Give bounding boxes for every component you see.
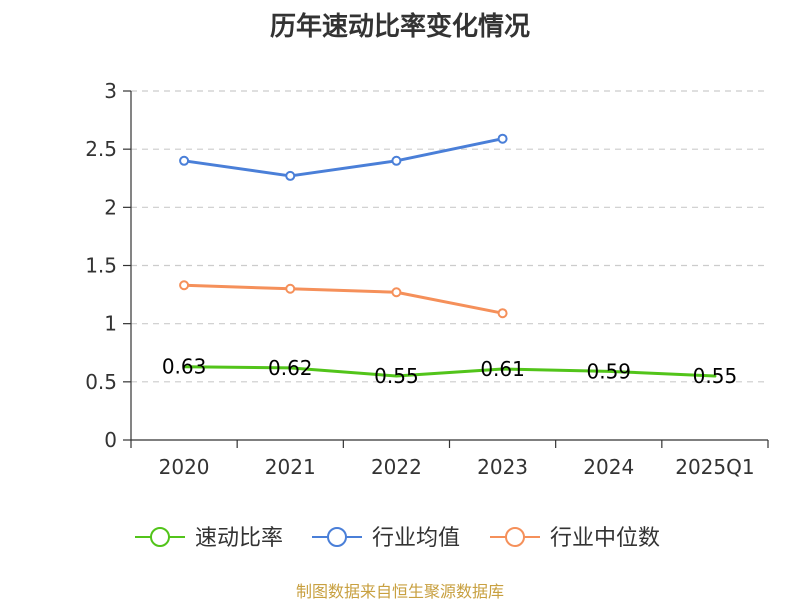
y-tick-label: 3 <box>104 79 117 103</box>
series-line <box>182 365 717 378</box>
y-gridlines <box>131 90 768 383</box>
x-tick-label: 2025Q1 <box>675 455 754 479</box>
legend-item[interactable]: 行业均值 <box>312 526 460 551</box>
y-tick-label: 1 <box>104 312 117 336</box>
chart-title: 历年速动比率变化情况 <box>269 12 530 42</box>
legend-swatch-marker <box>327 527 347 547</box>
y-tick-label: 0 <box>104 428 117 452</box>
data-point-marker <box>391 287 402 298</box>
x-tick-label: 2021 <box>265 455 316 479</box>
series-line <box>182 137 505 178</box>
series-industry-median <box>179 280 508 319</box>
data-source-note: 制图数据来自恒生聚源数据库 <box>295 582 504 600</box>
data-point-marker <box>179 280 190 291</box>
data-point-marker <box>391 155 402 166</box>
data-label: 0.55 <box>374 364 419 388</box>
series-quick-ratio: 0.63 0.62 0.55 0.61 0.59 0.55 <box>162 355 737 388</box>
data-point-marker <box>497 133 508 144</box>
x-tick-label: 2023 <box>477 455 528 479</box>
x-tick-label: 2022 <box>371 455 422 479</box>
data-label: 0.62 <box>268 356 313 380</box>
x-tick-label: 2020 <box>159 455 210 479</box>
data-point-marker <box>179 155 190 166</box>
data-label: 0.61 <box>480 357 525 381</box>
data-label: 0.59 <box>586 359 631 383</box>
y-tick-label: 2.5 <box>85 137 117 161</box>
data-label: 0.55 <box>693 364 738 388</box>
legend: 速动比率 行业均值 行业中位数 <box>135 526 660 551</box>
series-industry-mean <box>179 133 508 181</box>
y-tick-label: 2 <box>104 195 117 219</box>
legend-item[interactable]: 速动比率 <box>135 526 283 551</box>
legend-swatch-marker <box>505 527 525 547</box>
x-tick-label: 2024 <box>583 455 634 479</box>
legend-label: 行业中位数 <box>550 526 660 551</box>
data-point-marker <box>285 283 296 294</box>
series-line <box>182 283 505 315</box>
legend-swatch-marker <box>150 527 170 547</box>
legend-label: 速动比率 <box>195 526 283 551</box>
y-tick-label: 0.5 <box>85 370 117 394</box>
data-point-marker <box>497 308 508 319</box>
data-label: 0.63 <box>162 355 207 379</box>
legend-label: 行业均值 <box>372 526 460 551</box>
legend-item[interactable]: 行业中位数 <box>490 526 660 551</box>
y-tick-label: 1.5 <box>85 254 117 278</box>
data-point-marker <box>285 170 296 181</box>
